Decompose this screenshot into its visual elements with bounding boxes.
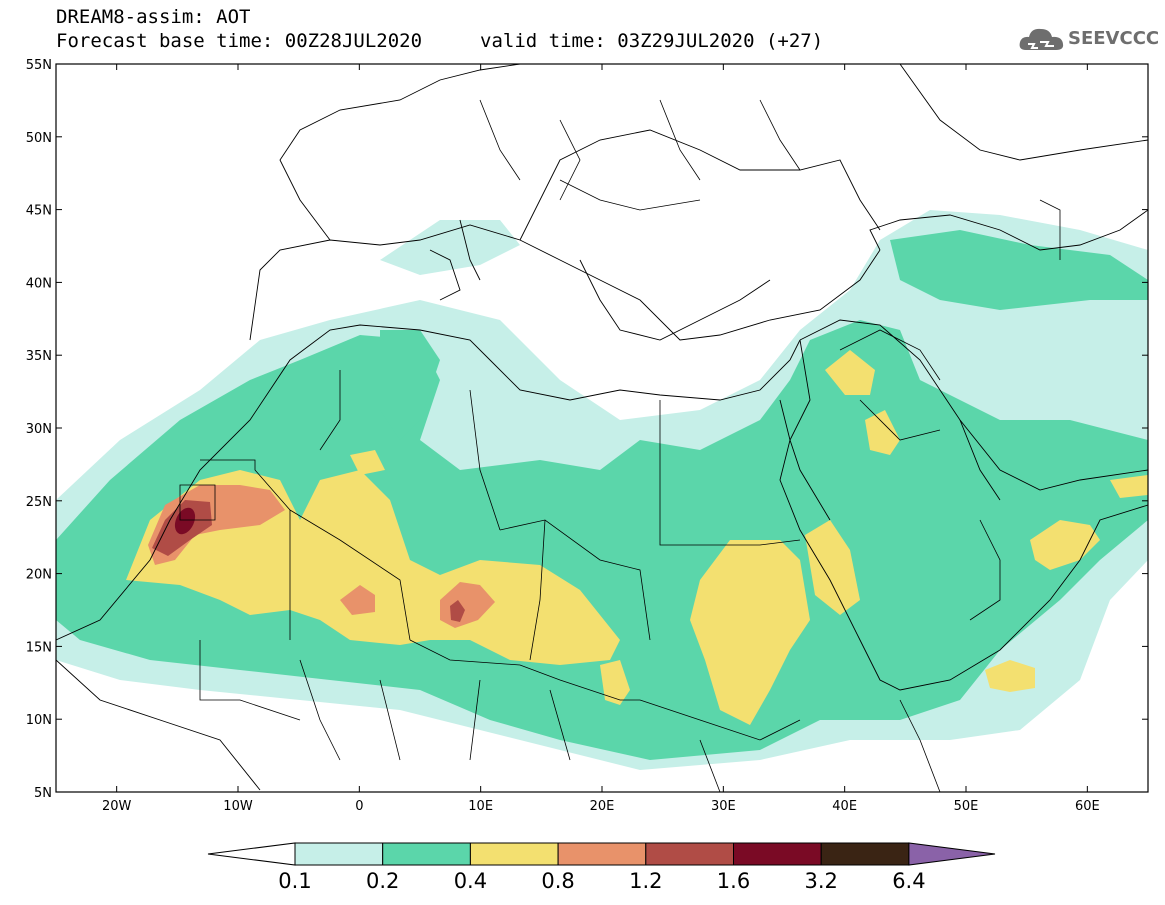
valid-time: valid time: 03Z29JUL2020 (+27): [480, 30, 824, 52]
lat-tick-label: 10N: [26, 713, 52, 728]
forecast-base-time: Forecast base time: 00Z28JUL2020: [56, 30, 423, 52]
lat-tick-label: 15N: [26, 640, 52, 655]
colorbar-label: 0.8: [541, 869, 574, 893]
colorbar-label: 3.2: [804, 869, 837, 893]
lon-tick-label: 40E: [832, 799, 857, 814]
colorbar-overflow-triangle: [908, 842, 996, 866]
colorbar-segment: [469, 842, 559, 866]
lat-tick-label: 30N: [26, 422, 52, 437]
lon-tick-label: 30E: [711, 799, 736, 814]
colorbar-segment: [820, 842, 910, 866]
lon-tick-label: 20E: [590, 799, 615, 814]
lon-tick-label: 50E: [954, 799, 979, 814]
colorbar-segment: [294, 842, 384, 866]
lon-tick-label: 20W: [102, 799, 132, 814]
lat-tick-label: 20N: [26, 568, 52, 583]
colorbar: 0.1 0.2 0.4 0.8 1.2 1.6 3.2 6.4: [207, 842, 996, 893]
seevccc-logo: SEEVCCC: [1018, 24, 1160, 56]
borders: [179, 99, 1061, 792]
colorbar-segment: [733, 842, 822, 866]
axis-ticks: 5N 10N 15N 20N 25N 30N 35N 40N 45N 50N 55N 20W 10W 0 1…: [26, 58, 1148, 814]
colorbar-segment: [557, 842, 647, 866]
lon-tick-label: 10E: [468, 799, 493, 814]
coastlines: [56, 64, 1148, 791]
colorbar-label: 1.6: [717, 869, 750, 893]
colorbar-segment: [645, 842, 734, 866]
lat-tick-label: 55N: [26, 58, 52, 73]
cloud-icon: [1019, 28, 1064, 50]
colorbar-segment: [382, 842, 471, 866]
lon-tick-label: 10W: [223, 799, 253, 814]
map-title: DREAM8-assim: AOT: [56, 6, 251, 28]
lat-tick-label: 35N: [26, 349, 52, 364]
lon-tick-label: 60E: [1075, 799, 1100, 814]
colorbar-label: 1.2: [629, 869, 662, 893]
lat-tick-label: 25N: [26, 495, 52, 510]
colorbar-label: 6.4: [892, 869, 925, 893]
colorbar-label: 0.4: [454, 869, 487, 893]
colorbar-label: 0.2: [366, 869, 399, 893]
lat-tick-label: 40N: [26, 276, 52, 291]
lat-tick-label: 5N: [34, 786, 52, 801]
colorbar-label: 0.1: [278, 869, 311, 893]
lon-tick-label: 0: [355, 799, 363, 814]
aot-field: [56, 64, 1148, 792]
colorbar-underflow-triangle: [207, 842, 296, 866]
logo-text: SEEVCCC: [1068, 28, 1160, 49]
lat-tick-label: 45N: [26, 204, 52, 219]
lat-tick-label: 50N: [26, 131, 52, 146]
